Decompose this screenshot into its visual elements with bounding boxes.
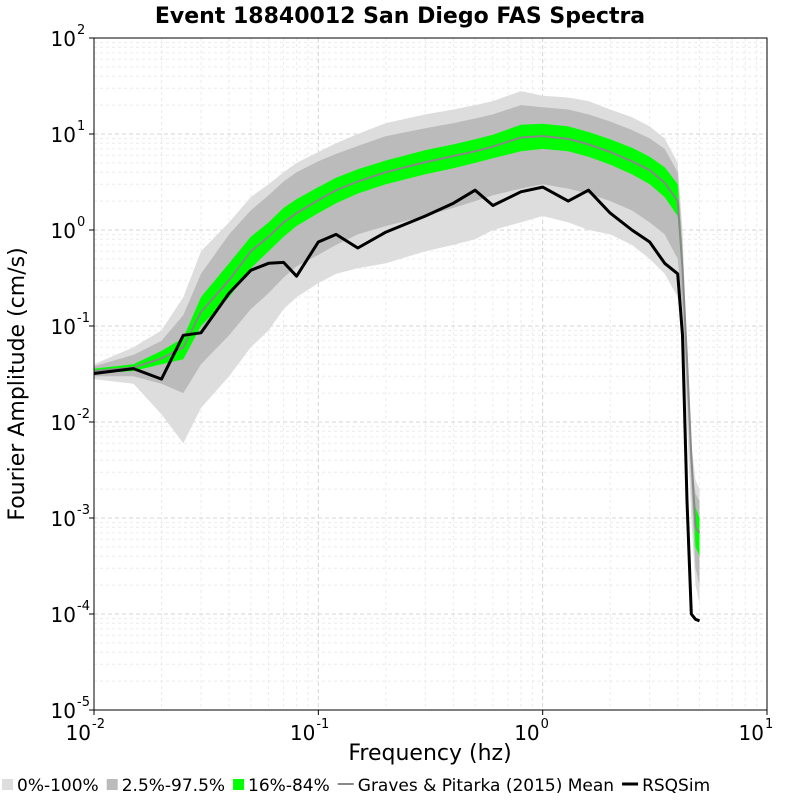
y-tick-exponent: -4 bbox=[77, 599, 90, 614]
legend-label-2-5-97-5: 2.5%-97.5% bbox=[122, 776, 225, 796]
x-tick-exponent: -1 bbox=[316, 717, 329, 732]
y-tick-exponent: -2 bbox=[77, 407, 90, 422]
band-2-5-97-5 bbox=[94, 105, 700, 586]
y-tick-label: 10 bbox=[51, 27, 76, 51]
y-tick-label: 10 bbox=[51, 411, 76, 435]
legend-label-0-100: 0%-100% bbox=[17, 776, 99, 796]
series-layer bbox=[93, 91, 701, 623]
y-tick-label: 10 bbox=[51, 507, 76, 531]
plot-frame bbox=[93, 37, 768, 711]
legend: 0%-100% 2.5%-97.5% 16%-84% Graves & Pitarka… bbox=[2, 776, 710, 796]
y-tick-exponent: 0 bbox=[77, 215, 85, 230]
y-tick-exponent: 1 bbox=[77, 119, 85, 134]
x-tick-label: 10 bbox=[739, 721, 764, 745]
y-tick-exponent: -5 bbox=[77, 695, 90, 710]
y-tick-label: 10 bbox=[51, 123, 76, 147]
y-axis-label: Fourier Amplitude (cm/s) bbox=[5, 247, 30, 520]
line-rsqsim bbox=[93, 185, 701, 623]
y-tick-exponent: -1 bbox=[77, 311, 90, 326]
legend-swatch-16-84 bbox=[233, 779, 245, 790]
line-graves-pitarka-2015-mean bbox=[93, 135, 701, 534]
x-tick-label: 10 bbox=[514, 721, 539, 745]
y-tick-exponent: -3 bbox=[77, 503, 90, 518]
y-tick-label: 10 bbox=[51, 315, 76, 339]
legend-label-graves-pitarka-2015-mean: Graves & Pitarka (2015) Mean bbox=[358, 776, 614, 796]
legend-swatch-2-5-97-5 bbox=[106, 779, 118, 790]
x-tick-exponent: 1 bbox=[765, 717, 773, 732]
x-axis-ticks: 10 -2 10 -1 10 0 10 1 bbox=[66, 710, 773, 745]
y-tick-label: 10 bbox=[51, 603, 76, 627]
x-tick-label: 10 bbox=[66, 721, 91, 745]
y-tick-label: 10 bbox=[51, 219, 76, 243]
legend-swatch-0-100 bbox=[2, 779, 13, 790]
x-tick-label: 10 bbox=[290, 721, 315, 745]
x-tick-exponent: 0 bbox=[541, 717, 549, 732]
y-tick-exponent: 2 bbox=[77, 23, 85, 38]
chart-title: Event 18840012 San Diego FAS Spectra bbox=[155, 4, 645, 29]
y-tick-label: 10 bbox=[51, 699, 76, 723]
legend-label-rsqsim: RSQSim bbox=[642, 776, 710, 796]
band-16-84 bbox=[94, 123, 700, 557]
legend-label-16-84: 16%-84% bbox=[248, 776, 330, 796]
x-axis-label: Frequency (hz) bbox=[348, 741, 511, 766]
x-tick-exponent: -2 bbox=[92, 717, 105, 732]
